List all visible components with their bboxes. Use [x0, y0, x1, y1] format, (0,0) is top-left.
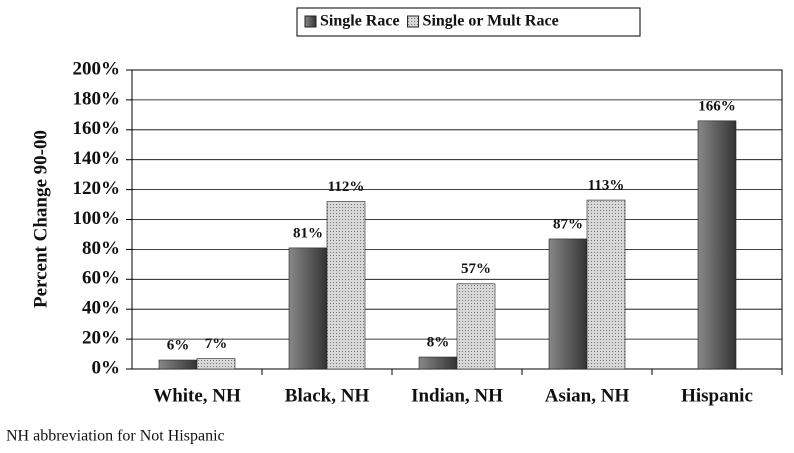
- y-tick-label: 80%: [82, 238, 120, 259]
- x-tick-label: Indian, NH: [411, 385, 503, 406]
- y-tick-label: 40%: [82, 298, 120, 319]
- y-tick-label: 0%: [92, 357, 121, 378]
- legend-label: Single or Mult Race: [423, 13, 559, 30]
- footnote: NH abbreviation for Not Hispanic: [6, 428, 225, 445]
- value-label: 112%: [328, 179, 365, 195]
- value-label: 7%: [205, 336, 228, 352]
- bar: [456, 283, 496, 370]
- bar: [158, 359, 198, 370]
- value-label: 87%: [553, 216, 583, 232]
- y-tick-label: 20%: [82, 327, 120, 348]
- y-tick-label: 100%: [73, 208, 121, 229]
- legend-label: Single Race: [320, 13, 400, 30]
- x-tick-label: Black, NH: [285, 385, 370, 406]
- value-label: 113%: [588, 178, 625, 194]
- y-tick-label: 60%: [82, 268, 120, 289]
- bar: [288, 247, 328, 370]
- bar: [196, 358, 236, 370]
- bar: [418, 356, 458, 370]
- y-tick-label: 140%: [73, 148, 121, 169]
- legend-box: [296, 7, 641, 37]
- y-tick-label: 160%: [73, 118, 121, 139]
- bar: [586, 199, 626, 370]
- x-tick-label: White, NH: [153, 385, 241, 406]
- bar: [548, 238, 588, 370]
- y-tick-label: 120%: [73, 178, 121, 199]
- y-tick-label: 180%: [73, 88, 121, 109]
- x-tick-label: Asian, NH: [545, 385, 630, 406]
- bar: [326, 201, 366, 370]
- y-axis-title: Percent Change 90-00: [30, 130, 51, 308]
- y-tick-label: 200%: [73, 58, 121, 79]
- x-tick-label: Hispanic: [681, 385, 753, 406]
- value-label: 8%: [427, 334, 450, 350]
- legend-swatch: [304, 15, 317, 28]
- value-label: 81%: [293, 225, 323, 241]
- legend-swatch: [407, 15, 420, 28]
- value-label: 6%: [167, 337, 190, 353]
- value-label: 57%: [461, 261, 491, 277]
- bar: [697, 120, 737, 370]
- value-label: 166%: [698, 98, 736, 114]
